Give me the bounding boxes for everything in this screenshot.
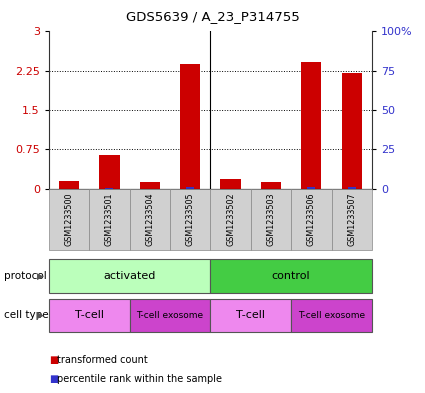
Text: GSM1233501: GSM1233501 — [105, 192, 114, 246]
Text: transformed count: transformed count — [57, 354, 148, 365]
Bar — [221, 179, 241, 189]
Bar — [342, 73, 362, 189]
Bar — [307, 187, 315, 189]
Bar — [59, 181, 79, 189]
Text: GSM1233507: GSM1233507 — [347, 192, 356, 246]
Text: activated: activated — [103, 271, 156, 281]
Text: GSM1233502: GSM1233502 — [226, 192, 235, 246]
Text: protocol: protocol — [4, 271, 47, 281]
Bar — [186, 187, 194, 189]
Text: cell type: cell type — [4, 310, 49, 320]
Text: T-cell: T-cell — [236, 310, 265, 320]
Text: GSM1233505: GSM1233505 — [186, 192, 195, 246]
Bar — [99, 154, 119, 189]
Text: GSM1233500: GSM1233500 — [65, 192, 74, 246]
Text: control: control — [272, 271, 310, 281]
Bar — [348, 187, 356, 189]
Text: T-cell exosome: T-cell exosome — [136, 311, 204, 320]
Text: percentile rank within the sample: percentile rank within the sample — [57, 374, 222, 384]
Text: T-cell exosome: T-cell exosome — [298, 311, 365, 320]
Text: ■: ■ — [49, 354, 58, 365]
Bar — [140, 182, 160, 189]
Text: GSM1233504: GSM1233504 — [145, 192, 154, 246]
Text: T-cell: T-cell — [75, 310, 104, 320]
Bar — [180, 64, 200, 189]
Bar — [301, 62, 321, 189]
Text: GSM1233506: GSM1233506 — [307, 192, 316, 246]
Bar — [261, 182, 281, 189]
Text: GSM1233503: GSM1233503 — [266, 192, 275, 246]
Text: GDS5639 / A_23_P314755: GDS5639 / A_23_P314755 — [126, 10, 299, 23]
Text: ▶: ▶ — [37, 311, 43, 320]
Text: ▶: ▶ — [37, 272, 43, 281]
Text: ■: ■ — [49, 374, 58, 384]
